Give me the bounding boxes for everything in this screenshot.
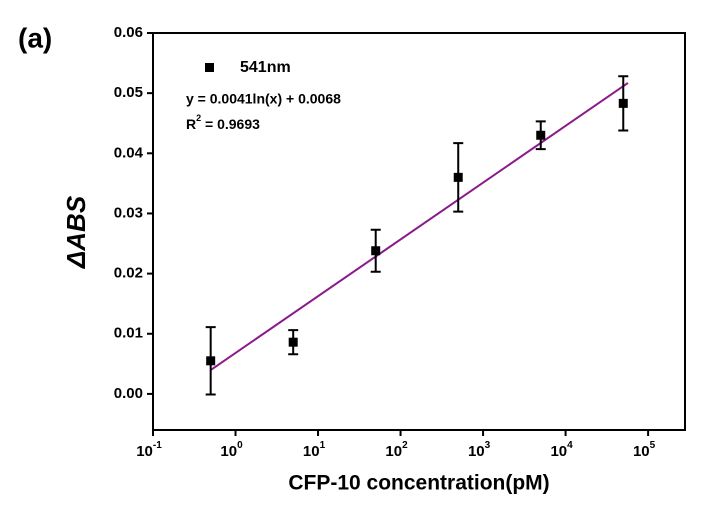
x-tick-exponent: 5	[650, 440, 656, 451]
y-tick-label: 0.00	[114, 385, 143, 402]
panel-label: (a)	[18, 22, 52, 53]
x-tick-base: 10	[550, 443, 567, 460]
data-point	[206, 356, 216, 366]
x-tick-base: 10	[633, 443, 650, 460]
x-tick-exponent: 2	[402, 440, 408, 451]
x-tick-exponent: 1	[320, 440, 326, 451]
y-tick-label: 0.04	[114, 144, 144, 161]
r-text: = 0.9693	[201, 116, 260, 132]
data-point	[288, 337, 298, 347]
x-tick-label: 102	[385, 440, 408, 460]
data-point	[618, 98, 628, 108]
x-tick-base: 10	[303, 443, 320, 460]
legend-marker	[205, 63, 214, 72]
y-tick-label: 0.02	[114, 265, 143, 282]
r-exponent: 2	[196, 113, 201, 123]
x-tick-label: 104	[550, 440, 573, 460]
x-tick-exponent: -1	[153, 440, 162, 451]
fit-line	[210, 82, 629, 371]
legend-label: 541nm	[240, 59, 291, 76]
data-point	[371, 246, 381, 256]
plot-frame	[152, 32, 686, 431]
y-axis-label: ΔABS	[61, 195, 91, 269]
x-tick-exponent: 4	[567, 440, 573, 451]
x-tick-base: 10	[220, 443, 237, 460]
equation: y = 0.0041ln(x) + 0.0068	[186, 91, 341, 107]
x-tick-exponent: 3	[485, 440, 491, 451]
x-tick-exponent: 0	[237, 440, 243, 451]
data-point	[453, 172, 463, 182]
x-tick-base: 10	[385, 443, 402, 460]
data-point	[536, 130, 546, 140]
r-symbol: R	[186, 116, 196, 132]
x-axis-label: CFP-10 concentration(pM)	[288, 472, 549, 495]
y-tick-label: 0.01	[114, 325, 143, 342]
y-tick-label: 0.06	[114, 24, 143, 41]
x-tick-label: 10-1	[136, 440, 162, 460]
x-tick-base: 10	[468, 443, 485, 460]
x-tick-label: 105	[633, 440, 656, 460]
x-tick-label: 100	[220, 440, 243, 460]
y-tick-label: 0.03	[114, 204, 143, 221]
y-tick-label: 0.05	[114, 84, 143, 101]
x-tick-label: 103	[468, 440, 491, 460]
x-tick-base: 10	[136, 443, 153, 460]
r-squared: R2 = 0.9693	[186, 113, 260, 131]
x-tick-label: 101	[303, 440, 326, 460]
